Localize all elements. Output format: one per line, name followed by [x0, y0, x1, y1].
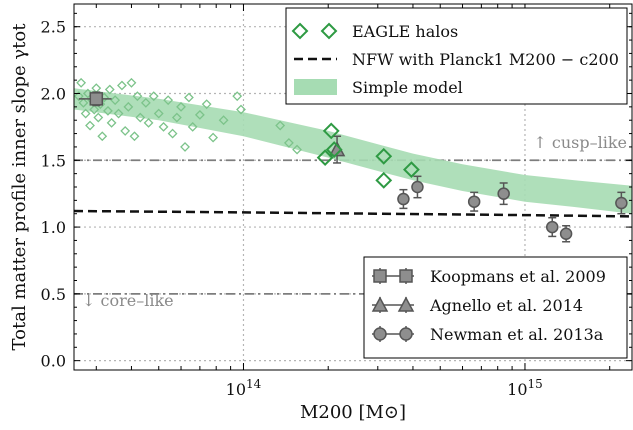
- legend-eagle-marker: [291, 22, 338, 40]
- eagle-halo-point: [117, 80, 127, 91]
- eagle-halo-point: [167, 128, 178, 139]
- eagle-halo-point: [123, 101, 134, 112]
- y-tick-label: 1.0: [41, 218, 66, 237]
- eagle-halo-large-point: [375, 147, 393, 165]
- y-tick-label: 1.5: [41, 151, 66, 170]
- nfw-line-path: [74, 209, 632, 218]
- legend-bottom: Koopmans et al. 2009 Agnello et al. 2014…: [363, 256, 628, 359]
- legend-model-marker: [294, 79, 337, 95]
- eagle-halo-point: [171, 112, 182, 123]
- eagle-halo-point: [76, 77, 87, 88]
- eagle-halo-point: [104, 84, 115, 95]
- newman-point: [615, 196, 628, 210]
- eagle-halo-point: [126, 77, 137, 88]
- eagle-halo-point: [103, 105, 113, 116]
- eagle-halo-point: [120, 125, 131, 136]
- eagle-halo-point: [194, 109, 205, 120]
- core-like-label: ↓ core–like: [82, 291, 174, 310]
- eagle-halo-point: [110, 95, 121, 106]
- eagle-halo-point: [275, 120, 286, 131]
- eagle-halo-point: [129, 131, 140, 142]
- eagle-halo-point: [283, 138, 294, 148]
- legend-koopmans-label: Koopmans et al. 2009: [430, 267, 606, 286]
- eagle-halo-point: [132, 91, 143, 102]
- eagle-halo-point: [180, 142, 190, 152]
- eagle-halo-point: [208, 132, 219, 143]
- eagle-halo-point: [153, 108, 164, 119]
- eagle-halo-large-point: [375, 171, 393, 189]
- y-tick-label: 2.0: [41, 84, 66, 103]
- nfw-line: [74, 209, 632, 218]
- x-tick-label: 1015: [507, 377, 543, 399]
- newman-point: [497, 187, 510, 200]
- koopmans-point: [89, 92, 104, 106]
- eagle-halo-point: [158, 121, 169, 132]
- eagle-halo-point: [187, 121, 198, 132]
- newman-point: [397, 192, 410, 206]
- legend-agnello-label: Agnello et al. 2014: [429, 296, 583, 315]
- x-tick-label: 1014: [226, 377, 262, 399]
- newman-point: [467, 195, 481, 208]
- eagle-halo-point: [74, 91, 84, 102]
- legend-agnello-marker: [371, 296, 415, 313]
- eagle-halo-point: [113, 108, 124, 119]
- eagle-halo-point: [93, 112, 104, 123]
- eagle-halo-point: [78, 97, 89, 108]
- y-axis-label: Total matter profile inner slope γtot: [9, 23, 30, 351]
- cusp-like-label: ↑ cusp–like: [533, 133, 627, 152]
- axes: 0.0 0.5 1.0 1.5 2.0 2.5 1014 1015: [41, 4, 632, 399]
- simple-model-band: [74, 88, 632, 214]
- eagle-halo-large-point: [322, 122, 340, 140]
- eagle-halo-point: [218, 115, 229, 126]
- eagle-halo-point: [60, 127, 68, 135]
- legend-newman-marker: [372, 326, 414, 342]
- newman-point: [546, 220, 559, 234]
- eagle-halo-point: [140, 97, 151, 108]
- legend-newman-label: Newman et al. 2013a: [430, 325, 604, 344]
- data-points: [54, 77, 628, 243]
- eagle-halo-point: [89, 104, 100, 115]
- eagle-halo-point: [176, 101, 186, 112]
- eagle-halo-large-point: [403, 161, 420, 179]
- eagle-halo-point: [106, 117, 117, 128]
- legend-top: EAGLE halos NFW with Planck1 M200 − c200…: [285, 7, 628, 105]
- legend-model-label: Simple model: [352, 78, 463, 97]
- y-tick-label: 0.0: [41, 352, 66, 371]
- eagle-halo-point: [232, 91, 243, 102]
- y-tick-label: 0.5: [41, 285, 66, 304]
- simple-model-band-area: [74, 88, 632, 214]
- eagle-halo-point: [148, 91, 159, 102]
- eagle-halo-point: [201, 99, 212, 110]
- eagle-halo-point: [54, 116, 62, 124]
- newman-point: [411, 180, 424, 194]
- y-tick-label: 2.5: [41, 18, 66, 37]
- eagle-halo-point: [292, 144, 302, 155]
- eagle-halo-point: [183, 92, 194, 103]
- eagle-halo-point: [163, 95, 174, 106]
- eagle-halo-large-point: [325, 141, 343, 159]
- newman-point: [559, 227, 573, 241]
- eagle-halo-point: [143, 117, 154, 128]
- legend-nfw-label: NFW with Planck1 M200 − c200: [352, 50, 619, 69]
- x-axis-label: M200 [M⊙]: [300, 402, 406, 423]
- eagle-halo-point: [97, 131, 108, 142]
- legend-koopmans-marker: [372, 268, 414, 284]
- eagle-halo-point: [236, 104, 246, 115]
- eagle-halo-point: [85, 120, 95, 131]
- eagle-halo-large-point: [316, 149, 334, 167]
- eagle-halo-point: [135, 112, 146, 123]
- legend-eagle-label: EAGLE halos: [352, 22, 458, 41]
- eagle-halo-point: [80, 108, 91, 119]
